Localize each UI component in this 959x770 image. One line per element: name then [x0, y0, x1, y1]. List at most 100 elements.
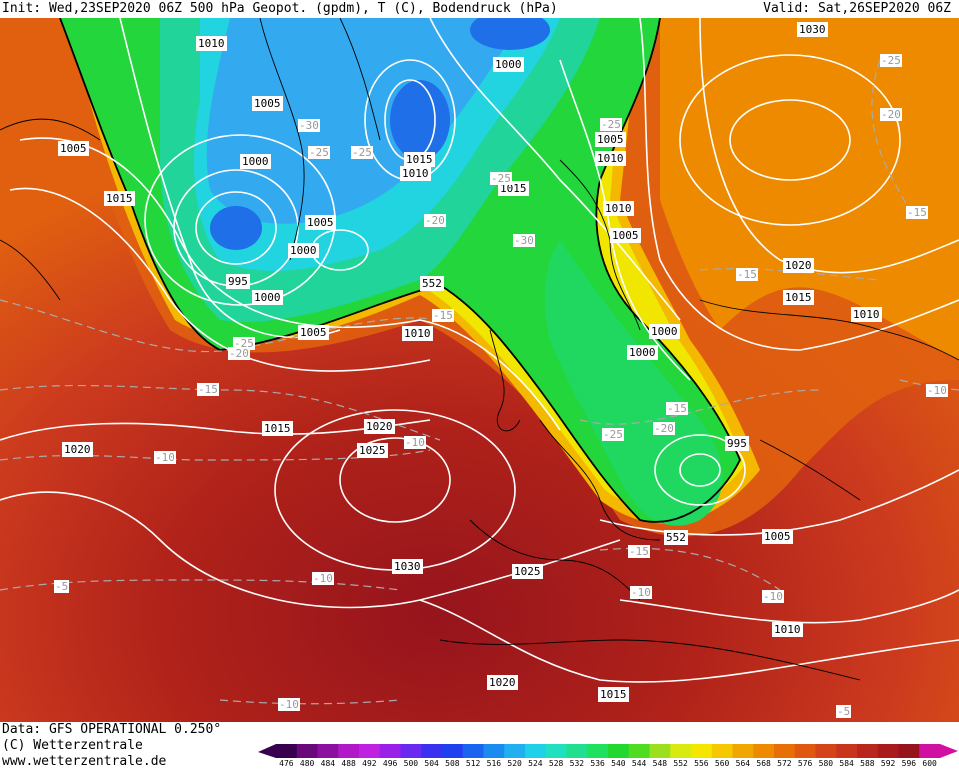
scale-swatch [462, 744, 484, 758]
scale-tick-label: 536 [590, 759, 605, 768]
isobar-label: 1030 [392, 559, 423, 574]
scale-tick-label: 520 [507, 759, 522, 768]
scale-swatch [276, 744, 298, 758]
scale-tick-label: 552 [673, 759, 688, 768]
header-bar: Init: Wed,23SEP2020 06Z 500 hPa Geopot. … [0, 0, 959, 18]
scale-swatch [649, 744, 671, 758]
light-blue-area [206, 18, 521, 224]
isobar-label: 1005 [305, 215, 336, 230]
isobar-label: 1010 [603, 201, 634, 216]
isobar-label: 1015 [104, 191, 135, 206]
scale-swatch [815, 744, 837, 758]
scale-tick-label: 476 [279, 759, 294, 768]
isotherm-label: -30 [513, 234, 535, 247]
scale-swatch [338, 744, 360, 758]
color-scale-bar [258, 744, 958, 758]
isotherm-label: -25 [602, 428, 624, 441]
isobar-label: 1015 [262, 421, 293, 436]
map-canvas [0, 18, 959, 722]
scale-tick-label: 548 [652, 759, 668, 768]
scale-swatch [504, 744, 526, 758]
scale-tick-label: 596 [901, 759, 917, 768]
header-init-title: Init: Wed,23SEP2020 06Z 500 hPa Geopot. … [2, 1, 558, 16]
isobar-label: 1000 [649, 324, 680, 339]
scale-tick-label: 480 [299, 759, 315, 768]
isobar-label: 1010 [196, 36, 227, 51]
geopotential-label: 552 [664, 530, 688, 545]
scale-swatch [566, 744, 588, 758]
scale-swatch [857, 744, 879, 758]
scale-tick-label: 524 [528, 759, 543, 768]
isobar-label: 1030 [797, 22, 828, 37]
scale-tick-label: 592 [880, 759, 896, 768]
scale-swatch [919, 744, 941, 758]
isobar-label: 1020 [364, 419, 395, 434]
scale-tick-label: 580 [818, 759, 834, 768]
scale-swatch [359, 744, 381, 758]
scale-tick-label: 572 [777, 759, 792, 768]
low-center-top-area [470, 18, 550, 50]
copyright-text: (C) Wetterzentrale [2, 738, 143, 753]
scale-tick-label: 504 [424, 759, 439, 768]
scale-tick-label: 576 [797, 759, 813, 768]
scale-swatch [794, 744, 816, 758]
isobar-label: 1010 [851, 307, 882, 322]
scale-swatch [545, 744, 567, 758]
scale-swatch [898, 744, 920, 758]
isotherm-label: -5 [54, 580, 70, 593]
isotherm-label: -15 [736, 268, 758, 281]
scale-swatch [317, 744, 339, 758]
low-center-west-area [210, 206, 262, 250]
scale-swatch [442, 744, 464, 758]
scale-swatch [421, 744, 443, 758]
isotherm-label: -10 [926, 384, 948, 397]
isobar-label: 1015 [404, 152, 435, 167]
scale-tick-label: 516 [486, 759, 502, 768]
isobar-label: 1025 [512, 564, 543, 579]
website-link[interactable]: www.wetterzentrale.de [2, 754, 167, 769]
isotherm-label: -10 [630, 586, 652, 599]
isotherm-label: -15 [906, 206, 928, 219]
isobar-label: 1025 [357, 443, 388, 458]
isobar-label: 1000 [240, 154, 271, 169]
isobar-label: 1010 [400, 166, 431, 181]
isotherm-label: -20 [228, 347, 250, 360]
isotherm-label: -10 [312, 572, 334, 585]
geopotential-552-contour [59, 18, 741, 523]
scale-tick-label: 484 [320, 759, 336, 768]
scale-tick-label: 556 [694, 759, 709, 768]
isobar-label: 1005 [762, 529, 793, 544]
scale-swatch [836, 744, 858, 758]
scale-tick-label: 508 [445, 759, 460, 768]
isobar-label: 1015 [783, 290, 814, 305]
scale-swatch [400, 744, 422, 758]
isotherm-label: -10 [762, 590, 784, 603]
isobar-label: 1010 [772, 622, 803, 637]
isobar-label: 1010 [595, 151, 626, 166]
isobar-label: 1015 [598, 687, 629, 702]
scale-swatch [608, 744, 630, 758]
isotherm-label: -15 [432, 309, 454, 322]
isobar-label: 1005 [252, 96, 283, 111]
isobar-label: 1020 [783, 258, 814, 273]
central-europe-trough-area [544, 240, 723, 526]
isotherm-label: -20 [880, 108, 902, 121]
isotherm-label: -25 [233, 337, 255, 350]
isobar-label: 1005 [298, 325, 329, 340]
geopotential-label: 552 [420, 276, 444, 291]
isobar-label: 1020 [487, 675, 518, 690]
isotherm-label: -20 [653, 422, 675, 435]
scale-tick-label: 528 [548, 759, 564, 768]
isobar-label: 995 [226, 274, 250, 289]
isobar-label: 1005 [610, 228, 641, 243]
isotherm-label: -25 [308, 146, 330, 159]
scale-tick-label: 500 [403, 759, 419, 768]
scale-tick-label: 564 [735, 759, 751, 768]
scale-tick-label: 588 [860, 759, 875, 768]
scale-tick-label: 540 [611, 759, 626, 768]
scale-left-arrow [258, 744, 276, 758]
scale-swatch [691, 744, 713, 758]
isotherm-label: -25 [880, 54, 902, 67]
scale-swatch [379, 744, 401, 758]
scale-swatch [483, 744, 505, 758]
